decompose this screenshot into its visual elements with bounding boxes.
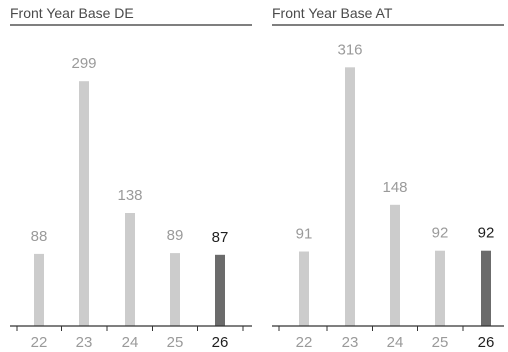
bar-at-23 [345,67,355,327]
bar-de-22 [34,253,44,326]
value-label-de-24: 138 [117,187,142,204]
bar-de-25 [170,253,180,326]
bar-de-26 [215,254,225,326]
bars-de [34,81,225,326]
tick-label-de-26: 26 [212,334,229,351]
bar-de-23 [79,81,89,326]
chart-panel-de: Front Year Base DE 88 299 138 89 87 22 23 24 25… [10,5,252,351]
value-label-de-23: 299 [71,55,96,72]
bar-at-22 [299,251,309,326]
value-label-de-22: 88 [31,228,48,245]
x-ticks-de: 22 23 24 25 26 [16,326,244,351]
bar-at-24 [390,204,400,326]
value-label-de-25: 89 [167,227,184,244]
value-label-at-25: 92 [432,225,449,242]
value-label-at-22: 91 [296,226,313,243]
chart-panel-at: Front Year Base AT 91 316 148 92 92 22 23 24 25… [272,5,504,351]
value-label-de-26: 87 [212,229,229,246]
value-label-at-26: 92 [478,225,495,242]
tick-label-at-25: 25 [432,334,449,351]
tick-label-at-22: 22 [296,334,313,351]
tick-label-de-25: 25 [167,334,184,351]
chart-title-de: Front Year Base DE [10,5,134,21]
chart-title-at: Front Year Base AT [272,5,393,21]
x-ticks-at: 22 23 24 25 26 [278,326,495,351]
tick-label-at-23: 23 [342,334,359,351]
tick-label-at-24: 24 [387,334,404,351]
bar-at-26 [481,250,491,326]
value-labels-at: 91 316 148 92 92 [296,41,495,242]
value-labels-de: 88 299 138 89 87 [31,55,229,246]
bar-de-24 [125,213,135,326]
tick-label-de-22: 22 [31,334,48,351]
bars-at [299,67,491,327]
tick-label-at-26: 26 [478,334,495,351]
value-label-at-23: 316 [337,41,362,58]
bar-at-25 [435,250,445,326]
tick-label-de-23: 23 [76,334,93,351]
tick-label-de-24: 24 [122,334,139,351]
value-label-at-24: 148 [382,179,407,196]
